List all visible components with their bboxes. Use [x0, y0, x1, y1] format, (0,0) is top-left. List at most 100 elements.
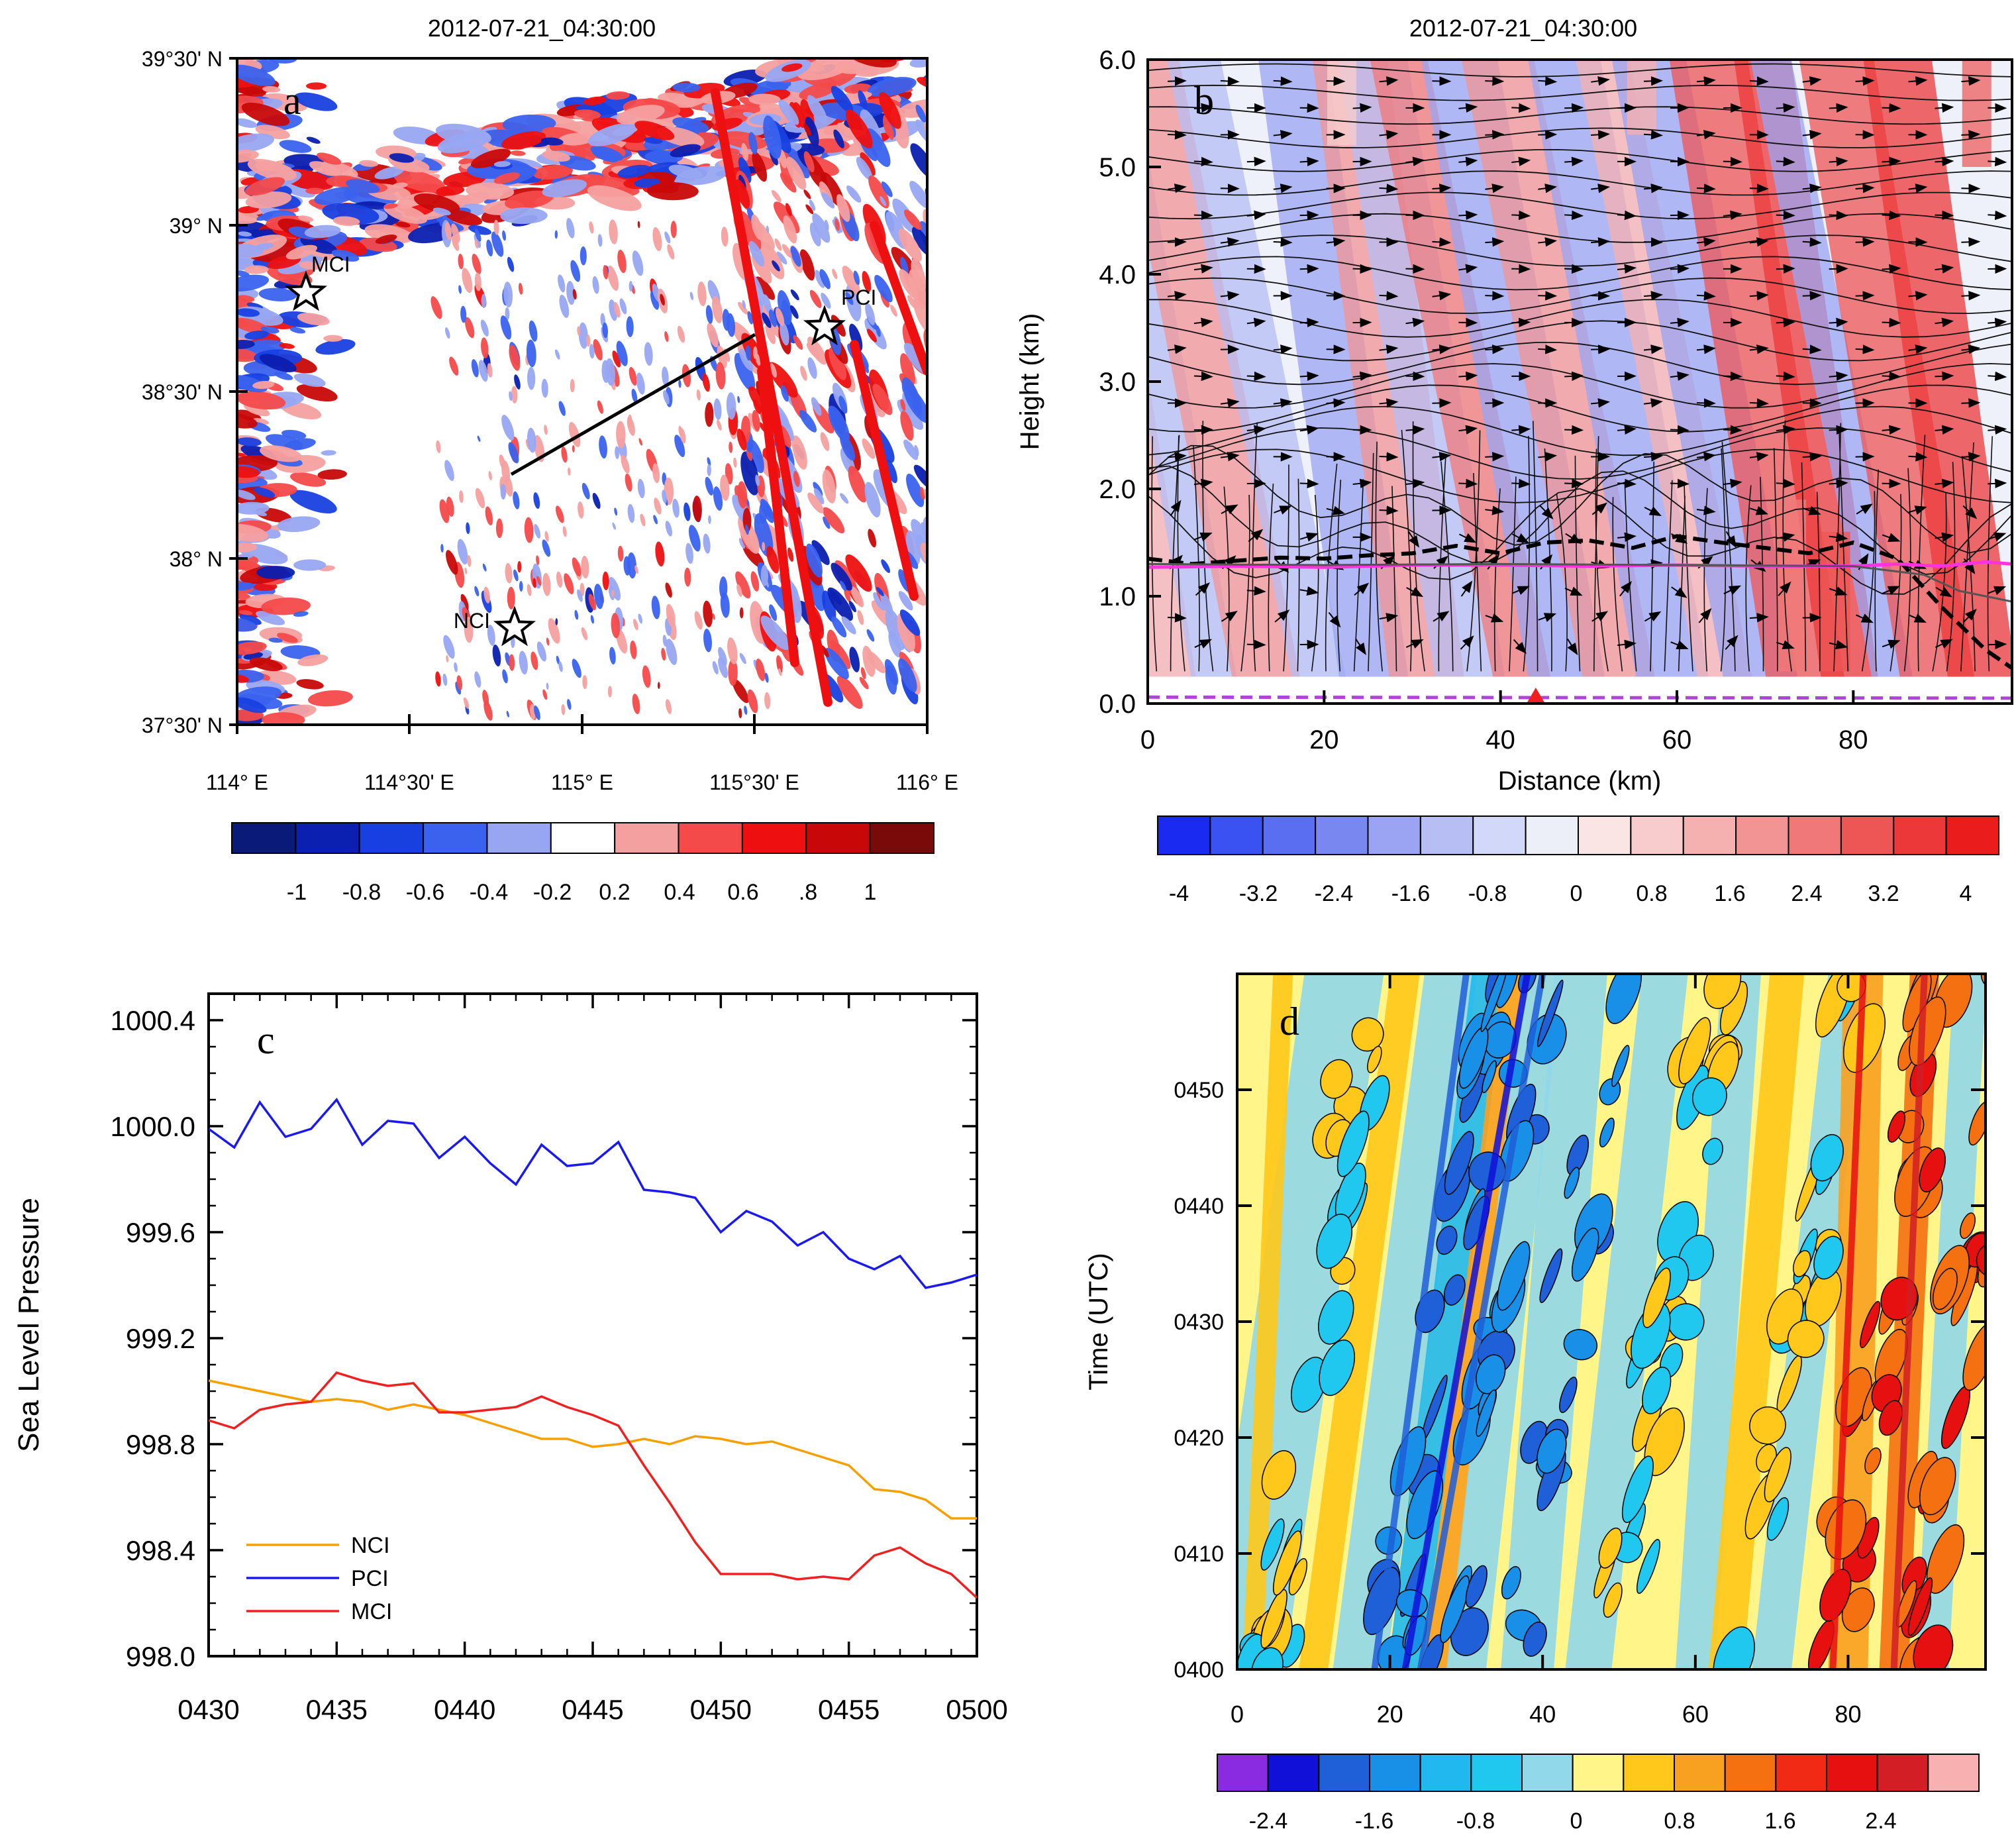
field-contour [1864, 1447, 1882, 1475]
field-cell [755, 474, 760, 486]
field-cell [260, 445, 303, 462]
a-colorbar-label: -0.2 [533, 880, 572, 905]
field-cell [237, 490, 256, 500]
field-cell [799, 249, 815, 281]
field-cell [653, 515, 658, 525]
wind-arrow [1643, 452, 1663, 462]
field-cell [762, 541, 766, 551]
field-cell [612, 522, 616, 530]
streamline [1720, 448, 1727, 672]
streamline [1353, 479, 1364, 672]
field-contour [1436, 1226, 1458, 1255]
wind-arrow [1485, 505, 1505, 515]
field-cell [876, 586, 884, 596]
field-cell [577, 589, 583, 602]
wind-arrow [1776, 317, 1795, 328]
field-cell [665, 521, 672, 537]
field-cell [729, 441, 733, 453]
field-cell [836, 675, 863, 709]
wind-arrow [1802, 76, 1822, 86]
wind-arrow [1776, 156, 1795, 167]
field-cell [526, 339, 536, 368]
field-cell [609, 647, 616, 665]
field-cell [281, 429, 307, 439]
y-tick-label: 38° N [170, 547, 223, 571]
field-cell [760, 615, 790, 651]
a-colorbar-label: -1 [287, 880, 307, 905]
wind-arrow [1485, 344, 1505, 354]
field-cell [903, 439, 919, 460]
streamline [1890, 494, 1902, 672]
wind-arrow [1433, 611, 1450, 622]
b-colorbar-swatch [1630, 815, 1684, 855]
field-cell [856, 156, 873, 181]
field-cell [578, 322, 588, 349]
b-colorbar-swatch [1367, 815, 1421, 855]
wind-arrow [1961, 452, 1981, 462]
wind-arrow [1485, 291, 1505, 301]
wind-arrow [1696, 76, 1716, 86]
field-cell [864, 482, 881, 518]
d-colorbar-swatch [1267, 1754, 1320, 1792]
field-cell [829, 347, 847, 380]
field-cell [482, 690, 489, 707]
field-cell [742, 507, 752, 533]
wind-arrow [1485, 184, 1505, 193]
field-cell [762, 294, 772, 314]
field-contour [1537, 979, 1564, 1047]
field-cell [803, 189, 811, 199]
field-cell [317, 152, 342, 165]
field-cell [375, 235, 397, 244]
wind-arrow [1908, 291, 1928, 301]
x-tick-label: 80 [1835, 1701, 1861, 1728]
field-band [1675, 974, 1762, 1669]
wind-arrow [1460, 580, 1473, 597]
field-cell [495, 518, 503, 539]
field-cell [612, 350, 621, 368]
field-cell [885, 664, 897, 695]
field-cell [678, 380, 681, 388]
streamline [1148, 191, 2012, 220]
wind-arrow [1273, 130, 1293, 140]
field-cell [279, 140, 312, 153]
wind-arrow [1432, 184, 1452, 193]
field-cell [850, 340, 919, 601]
wind-arrow [1193, 103, 1213, 113]
panel-a-field [237, 58, 927, 725]
field-cell [505, 307, 510, 321]
field-cell [670, 144, 701, 158]
field-cell [611, 613, 621, 639]
field-cell [454, 662, 458, 672]
field-cell [917, 77, 927, 89]
field-cell [903, 209, 922, 231]
field-cell [602, 322, 609, 339]
wind-arrow [1829, 210, 1848, 221]
y-tick-label: 0430 [1174, 1310, 1224, 1335]
streamline [1151, 436, 1158, 672]
field-cell [824, 219, 829, 231]
d-colorbar-swatch [1826, 1754, 1878, 1792]
wind-arrow [1802, 505, 1821, 515]
wind-arrow [1962, 505, 1978, 519]
field-cell [561, 704, 566, 715]
field-contour [1319, 1340, 1356, 1396]
field-contour [1539, 1248, 1563, 1303]
field-contour [1603, 1582, 1623, 1618]
field-cell [241, 102, 290, 127]
wind-arrow [1988, 478, 2007, 489]
streamline [1721, 441, 1736, 672]
field-cell [238, 231, 252, 236]
field-cell [481, 293, 487, 309]
field-cell [748, 132, 758, 154]
field-cell [237, 118, 258, 129]
field-cell [268, 637, 283, 643]
field-cell [748, 240, 765, 267]
wind-arrow [1855, 344, 1875, 354]
field-cell [463, 697, 470, 709]
streamline [1177, 435, 1185, 672]
field-cell [860, 152, 876, 176]
b-colorbar-label: -1.6 [1391, 881, 1431, 906]
y-tick-label: 999.2 [126, 1323, 195, 1354]
field-cell [237, 697, 267, 713]
field-cell [880, 592, 893, 615]
